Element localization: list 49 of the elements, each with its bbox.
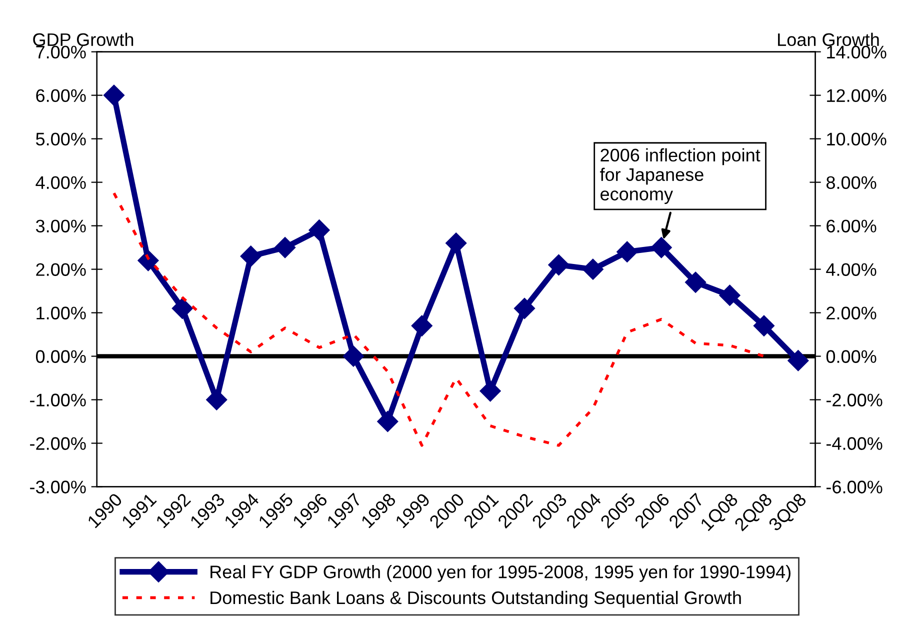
point — [411, 315, 432, 336]
y-tick-label: -3.00% — [30, 480, 86, 494]
y-tick-label: 7.00% — [36, 46, 86, 59]
y2-axis-title: Loan Growth — [778, 32, 879, 46]
point — [753, 315, 774, 336]
point — [719, 284, 740, 306]
point — [514, 298, 536, 319]
point — [206, 389, 228, 410]
y2-tick-label: 0.00% — [826, 350, 876, 363]
point — [548, 254, 570, 276]
legend-label: Real FY GDP Growth (2000 yen for 1995-2008, 1995 yen for 1990-1994) — [210, 565, 790, 582]
annotation: 2006 inflection point for Japanese economy — [600, 148, 760, 204]
point — [650, 236, 672, 258]
y-tick-label: 0.00% — [36, 350, 86, 363]
point — [138, 250, 159, 272]
y-tick-label: 5.00% — [36, 132, 86, 146]
y2-tick-label: -2.00% — [826, 394, 882, 406]
y-tick-label: -1.00% — [30, 394, 86, 406]
y-tick-label: 4.00% — [36, 176, 86, 189]
y-tick-label: 6.00% — [36, 89, 86, 102]
point — [274, 236, 296, 258]
point — [308, 220, 330, 241]
y2-tick-label: 2.00% — [826, 306, 876, 320]
y2-tick-label: -6.00% — [826, 480, 882, 494]
point — [616, 241, 638, 262]
y2-tick-label: 12.00% — [827, 89, 886, 102]
y2-tick-label: 10.00% — [827, 132, 886, 146]
y-axis-title: GDP Growth — [33, 32, 134, 46]
y2-tick-label: -4.00% — [826, 437, 882, 450]
point — [172, 298, 193, 319]
y2-tick-label: 8.00% — [826, 176, 876, 189]
point — [103, 84, 125, 106]
y-tick-label: -2.00% — [30, 437, 86, 450]
point — [446, 232, 467, 254]
legend-label: Domestic Bank Loans & Discounts Outstanding Sequential Growth — [210, 590, 741, 608]
y2-tick-label: 14.00% — [827, 46, 886, 59]
point — [582, 258, 604, 280]
y2-tick-label: 4.00% — [826, 263, 876, 276]
point — [685, 272, 706, 293]
y-tick-label: 1.00% — [36, 306, 86, 320]
y-tick-label: 3.00% — [36, 220, 86, 232]
y2-tick-label: 6.00% — [826, 220, 876, 232]
point — [240, 246, 262, 267]
point — [377, 410, 398, 432]
y-tick-label: 2.00% — [36, 263, 86, 276]
line-series — [112, 192, 766, 447]
point — [342, 346, 364, 367]
point — [788, 350, 809, 372]
point — [480, 380, 501, 402]
